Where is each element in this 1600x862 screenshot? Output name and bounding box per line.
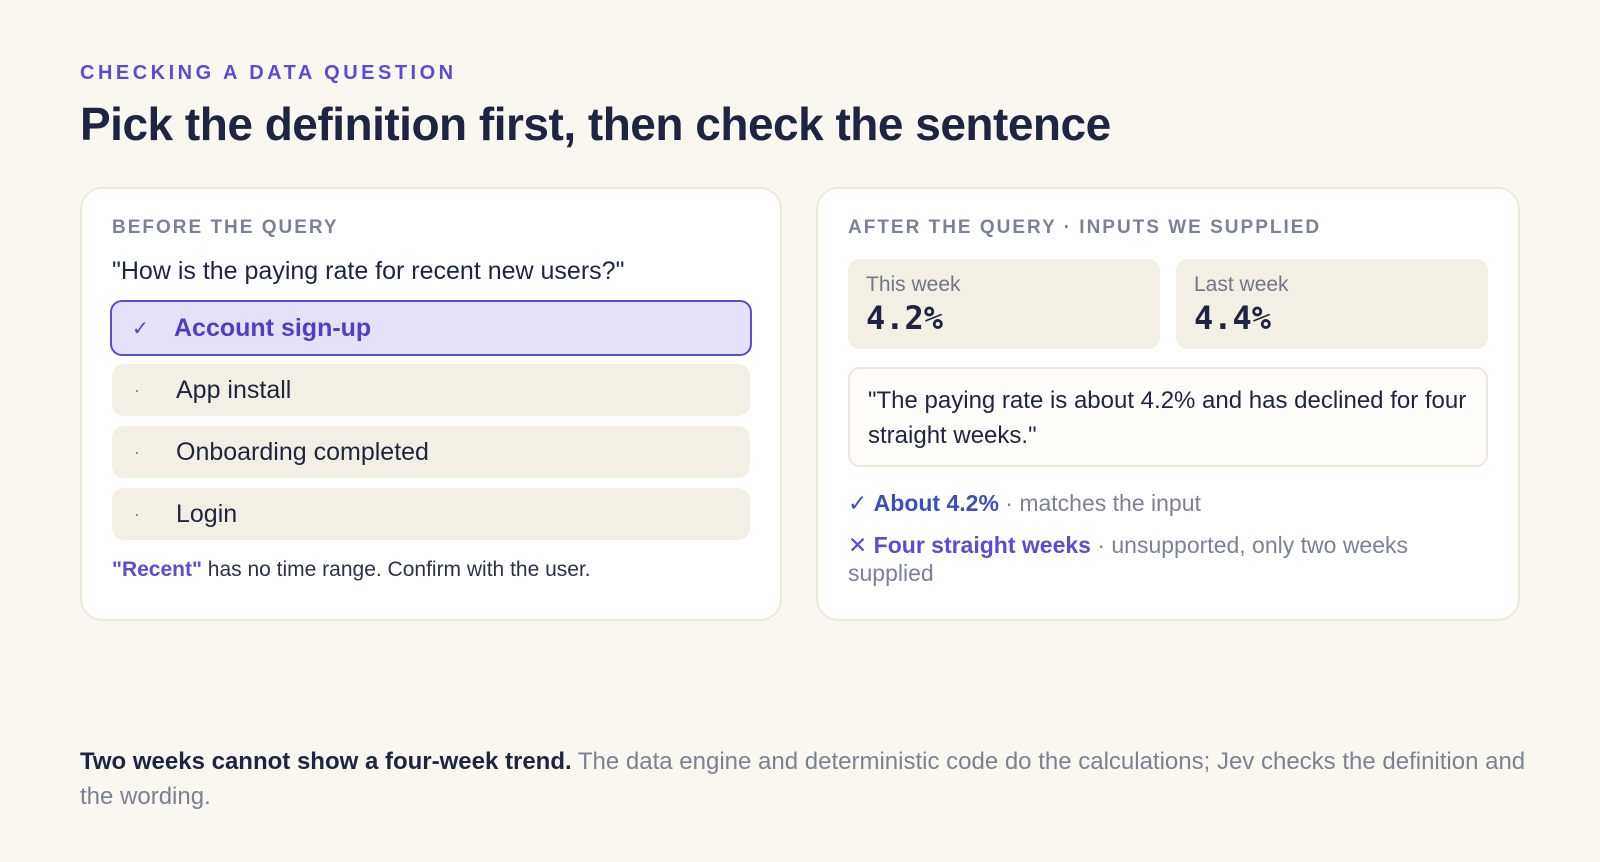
after-query-card: AFTER THE QUERY · INPUTS WE SUPPLIED Thi… <box>816 187 1520 621</box>
check-icon: ✓ <box>132 317 149 340</box>
definition-options: ✓ Account sign-up · App install · Onboar… <box>110 300 752 540</box>
card-label: BEFORE THE QUERY <box>112 217 339 238</box>
cards-row: BEFORE THE QUERY "How is the paying rate… <box>80 187 1520 621</box>
input-label: This week <box>866 273 961 296</box>
option-account-sign-up[interactable]: ✓ Account sign-up <box>110 300 752 356</box>
option-label: Login <box>176 499 238 528</box>
user-question: "How is the paying rate for recent new u… <box>112 257 625 285</box>
input-value: 4.4% <box>1194 299 1272 337</box>
card-label: AFTER THE QUERY · INPUTS WE SUPPLIED <box>848 217 1322 238</box>
page-title: Pick the definition first, then check th… <box>80 98 1111 150</box>
supplied-inputs: This week 4.2% Last week 4.4% <box>848 259 1488 349</box>
input-value: 4.2% <box>866 299 944 337</box>
bullet-icon: · <box>134 503 140 524</box>
footer-text: The data engine and deterministic code d… <box>80 748 1526 810</box>
option-onboarding-completed[interactable]: · Onboarding completed <box>112 426 750 478</box>
check-result-fail: ✕ Four straight weeks · unsupported, onl… <box>848 531 1488 587</box>
draft-sentence: "The paying rate is about 4.2% and has d… <box>848 367 1488 467</box>
option-label: Onboarding completed <box>176 437 429 466</box>
bullet-icon: · <box>134 379 140 400</box>
check-claim: About 4.2% <box>873 490 999 516</box>
footer-strong: Two weeks cannot show a four-week trend. <box>80 748 572 775</box>
check-result-pass: ✓ About 4.2% · matches the input <box>848 489 1488 517</box>
cross-icon: ✕ <box>848 532 868 558</box>
option-app-install[interactable]: · App install <box>112 364 750 416</box>
eyebrow: CHECKING A DATA QUESTION <box>80 62 457 84</box>
option-label: Account sign-up <box>174 313 372 342</box>
input-label: Last week <box>1194 273 1289 296</box>
bullet-icon: · <box>134 441 140 462</box>
option-login[interactable]: · Login <box>112 488 750 540</box>
check-detail: · matches the input <box>998 490 1201 516</box>
check-icon: ✓ <box>848 490 868 516</box>
input-this-week: This week 4.2% <box>848 259 1160 349</box>
option-label: App install <box>176 375 292 404</box>
check-detail: · unsupported, only two weeks supplied <box>848 532 1409 586</box>
footer-note: Two weeks cannot show a four-week trend.… <box>80 744 1540 814</box>
before-query-card: BEFORE THE QUERY "How is the paying rate… <box>80 187 782 621</box>
note-highlight: "Recent" <box>112 558 202 581</box>
note-text: has no time range. Confirm with the user… <box>201 558 591 581</box>
time-range-note: "Recent" has no time range. Confirm with… <box>112 558 750 582</box>
check-claim: Four straight weeks <box>873 532 1091 558</box>
input-last-week: Last week 4.4% <box>1176 259 1488 349</box>
